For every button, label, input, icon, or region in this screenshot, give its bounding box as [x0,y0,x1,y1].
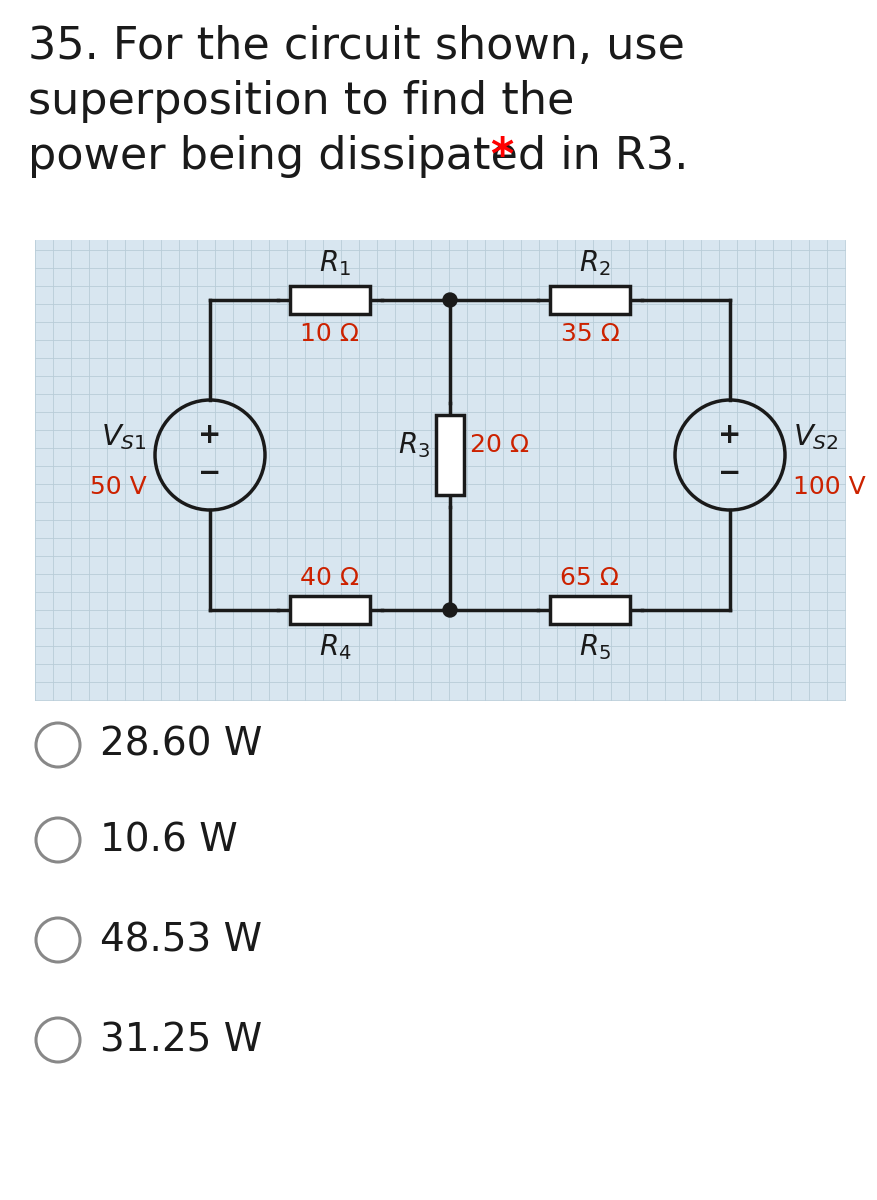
Text: $R_5$: $R_5$ [578,632,610,661]
Bar [289,596,369,624]
Text: +: + [198,421,221,449]
Text: superposition to find the: superposition to find the [28,80,574,122]
Bar [35,240,844,700]
Text: 10 Ω: 10 Ω [300,322,359,346]
Text: 20 Ω: 20 Ω [469,433,529,457]
Text: 40 Ω: 40 Ω [300,566,360,590]
Text: 65 Ω: 65 Ω [560,566,619,590]
Text: $R_3$: $R_3$ [397,430,430,460]
Text: $V_{S2}$: $V_{S2}$ [792,422,838,452]
Text: $R_2$: $R_2$ [579,248,610,278]
Text: 35. For the circuit shown, use: 35. For the circuit shown, use [28,25,684,68]
Text: 35 Ω: 35 Ω [560,322,619,346]
Circle shape [443,602,457,617]
Text: $R_1$: $R_1$ [318,248,351,278]
Text: −: − [717,458,741,487]
Bar [289,286,369,314]
Text: 48.53 W: 48.53 W [100,922,262,959]
Text: 28.60 W: 28.60 W [100,726,262,764]
Text: *: * [489,134,513,178]
Bar [549,596,630,624]
Text: 10.6 W: 10.6 W [100,821,238,859]
Text: +: + [717,421,741,449]
Text: 50 V: 50 V [90,475,146,499]
Text: $R_4$: $R_4$ [318,632,351,661]
Text: $V_{S1}$: $V_{S1}$ [101,422,146,452]
Text: 100 V: 100 V [792,475,865,499]
Circle shape [443,293,457,307]
Bar [436,415,463,494]
Text: 31.25 W: 31.25 W [100,1021,262,1058]
Bar [549,286,630,314]
Text: −: − [198,458,221,487]
Text: power being dissipated in R3.: power being dissipated in R3. [28,134,688,178]
